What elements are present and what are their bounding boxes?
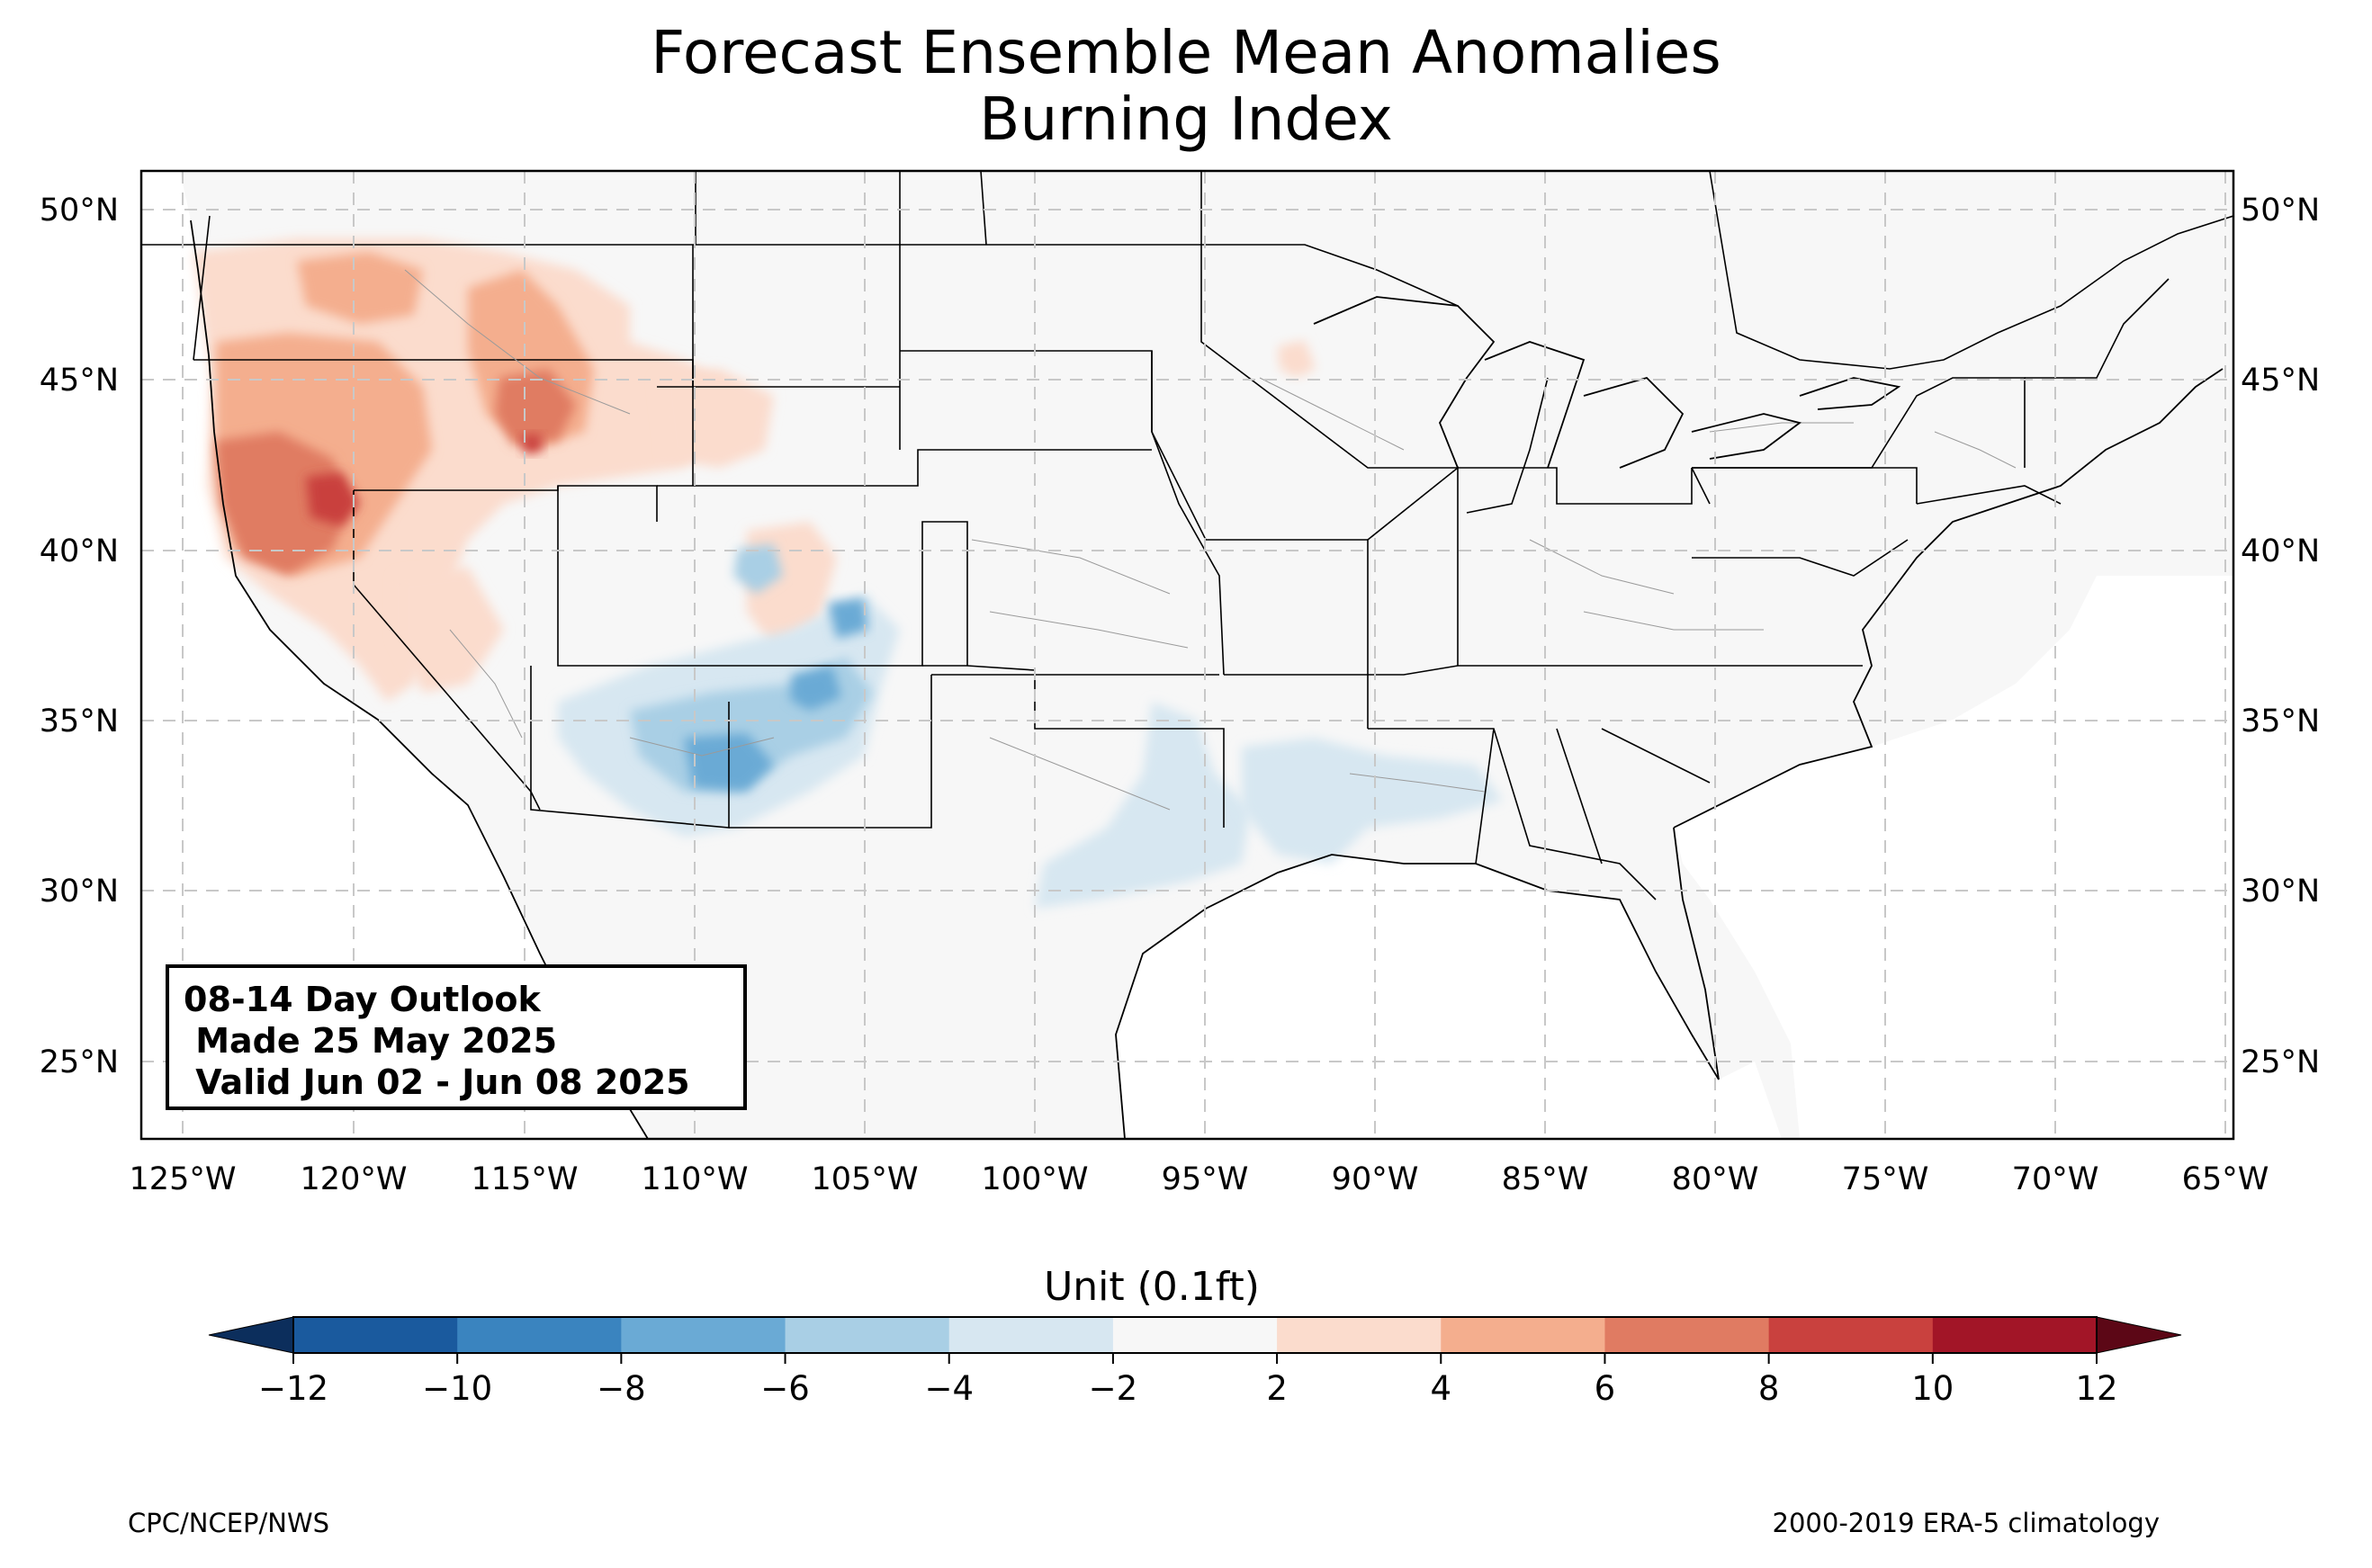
lat-label-30: 30°N [40,874,119,909]
lon-label-80: 80°W [1672,1161,1759,1197]
lat-labels-right: 50°N 45°N 40°N 35°N 30°N 25°N [2241,193,2320,1080]
lon-label-85: 85°W [1502,1161,1589,1197]
colorbar-ticks: −12 −10 −8 −6 −4 −2 2 4 6 8 10 12 [258,1353,2118,1408]
colorbar-tick-label: 12 [2075,1369,2117,1408]
gulf-of-mexico [1116,855,1782,1139]
lon-label-110: 110°W [642,1161,749,1197]
gridlines [141,171,2233,1139]
anomaly-8-10-idaho [520,434,544,454]
lat-label-45-right: 45°N [2241,363,2320,399]
lon-labels: 125°W 120°W 115°W 110°W 105°W 100°W 95°W… [130,1161,2269,1197]
positive-anomaly-fills [193,238,1316,702]
anomaly-minus4-6-colorado [733,544,783,594]
anomaly-4-6-washington [297,252,423,324]
lon-label-115: 115°W [472,1161,579,1197]
colorbar-tick-label: −6 [760,1369,810,1408]
anomaly-minus2-4-gulf-coast [1242,738,1503,864]
outlook-made-date: Made 25 May 2025 [184,1021,558,1061]
colorbar-segment [948,1317,1114,1353]
colorbar-over-arrow [2096,1316,2182,1354]
lon-label-120: 120°W [301,1161,408,1197]
colorbar-segment [1932,1317,2098,1353]
colorbar-segment [1768,1317,1934,1353]
lon-label-100: 100°W [982,1161,1089,1197]
anomaly-minus6-8-colorado [828,598,868,639]
lat-label-25-right: 25°N [2241,1044,2320,1080]
lon-label-95: 95°W [1162,1161,1249,1197]
lat-label-50: 50°N [40,193,119,228]
lon-label-105: 105°W [812,1161,919,1197]
atlantic-coast [1673,368,2224,829]
lat-label-35-right: 35°N [2241,703,2320,739]
colorbar-tick-label: 10 [1911,1369,1954,1408]
anomaly-6-8-california [216,432,351,576]
colorbar-segments [293,1317,2098,1353]
anomaly-minus6-8-northeast-nm [790,666,841,711]
lon-label-70: 70°W [2012,1161,2099,1197]
map-frame [139,169,2235,1141]
footer-source: CPC/NCEP/NWS [128,1508,330,1538]
lat-label-35: 35°N [40,703,119,739]
lat-label-50-right: 50°N [2241,193,2320,228]
colorbar-segment [457,1317,622,1353]
footer-climatology: 2000-2019 ERA-5 climatology [1772,1508,2160,1538]
outlook-valid-range: Valid Jun 02 - Jun 08 2025 [184,1062,690,1102]
colorbar-outline [292,1316,2098,1354]
colorbar-tick-label: 6 [1595,1369,1616,1408]
lat-label-30-right: 30°N [2241,874,2320,909]
chart-subtitle: Burning Index [979,85,1393,154]
colorbar-tick-label: −4 [924,1369,974,1408]
lat-label-25: 25°N [40,1044,119,1080]
outlook-info-box: 08-14 Day Outlook Made 25 May 2025 Valid… [166,964,747,1110]
outlook-period: 08-14 Day Outlook [184,980,541,1019]
lat-label-40: 40°N [40,533,119,569]
colorbar-tick-label: −8 [597,1369,646,1408]
colorbar-segment [293,1317,458,1353]
colorbar-title: Unit (0.1ft) [1044,1264,1260,1310]
pacific-ocean [141,171,648,1139]
lat-labels-left: 50°N 45°N 40°N 35°N 30°N 25°N [40,193,119,1080]
colorbar: −12 −10 −8 −6 −4 −2 2 4 6 8 10 12 [208,1316,2182,1408]
anomaly-6-8-idaho [495,369,576,445]
anomaly-2-4-wisconsin [1278,340,1316,378]
minor-boundaries [404,269,2017,811]
anomaly-minus2-4-texas [1035,702,1251,909]
gulf-coast [1115,854,1720,1139]
colorbar-tick-label: 4 [1430,1369,1451,1408]
florida-east [1673,827,1720,1080]
anomaly-2-4-wyoming [657,369,774,468]
anomaly-8-10-california [306,472,360,526]
colorbar-segment [785,1317,950,1353]
colorbar-segment [1112,1317,1278,1353]
colorbar-under-arrow [208,1316,294,1354]
chart-title: Forecast Ensemble Mean Anomalies [651,18,1721,87]
lon-label-65: 65°W [2182,1161,2269,1197]
colorbar-segment [1604,1317,1770,1353]
colorbar-tick-label: 8 [1758,1369,1780,1408]
colorbar-segment [621,1317,786,1353]
colorbar-tick-label: 2 [1266,1369,1288,1408]
lon-label-125: 125°W [130,1161,237,1197]
colorbar-segment [1441,1317,1605,1353]
state-boundaries [141,171,2233,900]
colorbar-segment [1277,1317,1442,1353]
lon-label-75: 75°W [1842,1161,1929,1197]
lat-label-45: 45°N [40,363,119,399]
colorbar-tick-label: −2 [1089,1369,1138,1408]
colorbar-tick-label: −12 [258,1369,328,1408]
great-lakes [1313,296,1901,469]
colorbar-tick-label: −10 [422,1369,492,1408]
atlantic-ocean [1674,576,2233,1139]
lat-label-40-right: 40°N [2241,533,2320,569]
lon-label-90: 90°W [1332,1161,1419,1197]
